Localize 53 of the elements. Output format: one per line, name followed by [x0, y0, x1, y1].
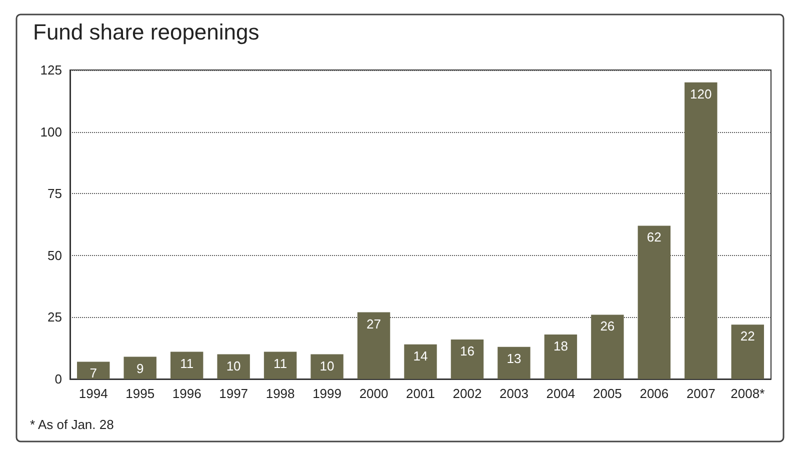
x-tick-label: 2007: [686, 386, 716, 401]
y-tick-label: 50: [48, 248, 62, 263]
x-tick-label: 2008*: [730, 386, 765, 401]
text: * As of Jan. 28: [30, 417, 114, 432]
chart-title: Fund share reopenings: [33, 20, 260, 44]
y-tick-label: 100: [40, 124, 62, 140]
y-tick-label: 75: [48, 186, 62, 202]
x-tick-label: 2001: [406, 386, 435, 401]
bar: [638, 226, 671, 379]
bar: [544, 334, 578, 379]
bar: [591, 314, 624, 379]
x-tick-label: 1995: [126, 386, 155, 401]
data-label: 10: [320, 358, 334, 374]
bar: [124, 356, 156, 379]
data-label: 11: [274, 356, 288, 371]
x-tick-label: 1996: [172, 386, 202, 401]
data-label: 62: [646, 230, 662, 245]
x-tick-label: 2005: [592, 386, 622, 401]
data-label: 13: [506, 350, 522, 366]
data-label: 10: [226, 358, 241, 374]
bar: [310, 354, 344, 379]
x-tick-label: 1999: [312, 386, 342, 401]
x-tick-label: 2003: [500, 386, 528, 401]
data-label: 27: [366, 316, 381, 332]
data-label: 11: [180, 356, 194, 371]
y-tick-label: 25: [48, 310, 62, 325]
data-label: 26: [600, 318, 615, 334]
x-tick-label: 1994: [78, 386, 108, 401]
bar: [217, 354, 250, 379]
data-label: 18: [553, 338, 568, 354]
bar: [450, 339, 484, 379]
bar: [404, 344, 437, 379]
x-tick-label: 2002: [452, 386, 482, 401]
y-tick-label: 125: [40, 62, 62, 78]
bar: [170, 352, 204, 379]
x-tick-label: 2000: [359, 386, 388, 401]
bar: [264, 352, 297, 379]
data-label: 16: [460, 343, 474, 358]
data-label: 22: [740, 328, 755, 344]
x-tick-label: 1998: [266, 386, 295, 401]
data-label: 7: [90, 366, 97, 381]
bar: [684, 82, 718, 379]
y-tick-label: 0: [54, 372, 62, 386]
data-label: 120: [690, 86, 712, 102]
x-tick-label: 1997: [219, 386, 248, 401]
x-tick-label: 2006: [640, 386, 669, 401]
data-label: 9: [136, 360, 144, 376]
bar: [77, 362, 110, 379]
bar: [498, 346, 530, 379]
bar: [731, 324, 764, 379]
data-label: 14: [413, 348, 428, 364]
x-tick-label: 2004: [546, 386, 576, 401]
bar: [357, 312, 390, 379]
